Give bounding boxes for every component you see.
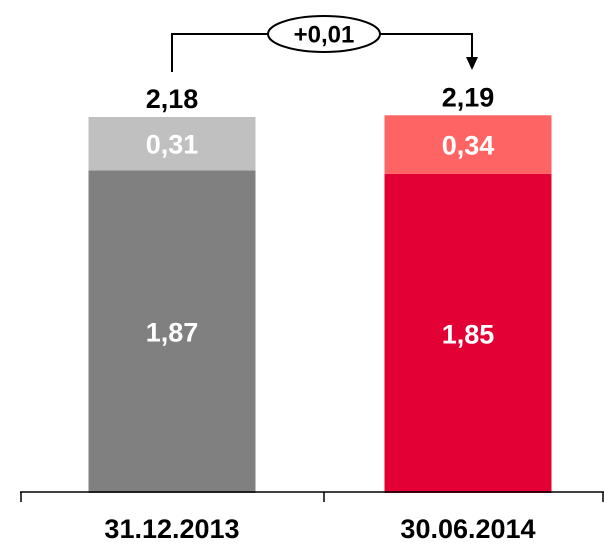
bar-total-label: 2,19 bbox=[442, 82, 495, 112]
delta-layer: +0,01 bbox=[171, 15, 478, 72]
category-label: 30.06.2014 bbox=[400, 514, 535, 544]
segment-value-label: 0,31 bbox=[146, 130, 199, 160]
category-label: 31.12.2013 bbox=[104, 514, 239, 544]
bar-segment-31-12-2013-1 bbox=[88, 117, 256, 171]
change-connector-right bbox=[380, 33, 473, 58]
bar-segment-31-12-2013-0 bbox=[88, 170, 256, 493]
bar-total-label: 2,18 bbox=[146, 84, 199, 114]
segment-value-label: 1,85 bbox=[442, 319, 495, 349]
change-connector-left bbox=[171, 33, 268, 72]
bar-segment-30-06-2014-1 bbox=[384, 115, 552, 174]
change-bubble bbox=[267, 15, 381, 53]
change-arrowhead bbox=[466, 57, 478, 70]
segment-value-label: 0,34 bbox=[442, 131, 495, 161]
segment-value-label: 1,87 bbox=[146, 318, 199, 348]
change-value-label: +0,01 bbox=[294, 22, 355, 49]
labels-layer: 1,87 0,31 2,18 31.12.2013 1,85 0,34 2,19 30.06.… bbox=[104, 82, 535, 544]
bars-layer bbox=[88, 115, 552, 494]
bar-segment-30-06-2014-0 bbox=[384, 173, 552, 494]
axis-layer bbox=[20, 491, 604, 502]
